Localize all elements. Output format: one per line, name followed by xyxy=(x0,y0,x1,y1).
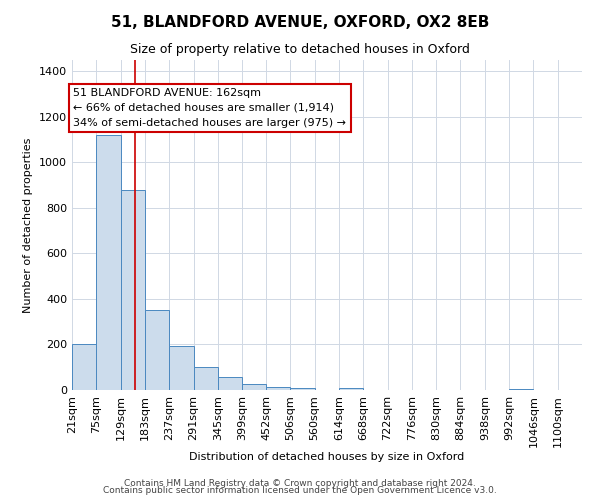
Bar xyxy=(339,388,363,390)
Bar xyxy=(121,190,145,390)
Text: 51 BLANDFORD AVENUE: 162sqm
← 66% of detached houses are smaller (1,914)
34% of : 51 BLANDFORD AVENUE: 162sqm ← 66% of det… xyxy=(73,88,346,128)
Y-axis label: Number of detached properties: Number of detached properties xyxy=(23,138,34,312)
Bar xyxy=(194,367,218,390)
Text: Contains public sector information licensed under the Open Government Licence v3: Contains public sector information licen… xyxy=(103,486,497,495)
Bar xyxy=(290,388,314,390)
Bar xyxy=(169,346,194,390)
Text: 51, BLANDFORD AVENUE, OXFORD, OX2 8EB: 51, BLANDFORD AVENUE, OXFORD, OX2 8EB xyxy=(111,15,489,30)
Bar xyxy=(218,378,242,390)
Bar xyxy=(72,344,97,390)
Text: Contains HM Land Registry data © Crown copyright and database right 2024.: Contains HM Land Registry data © Crown c… xyxy=(124,478,476,488)
Bar xyxy=(97,135,121,390)
Bar xyxy=(509,389,533,390)
Bar xyxy=(145,310,169,390)
X-axis label: Distribution of detached houses by size in Oxford: Distribution of detached houses by size … xyxy=(190,452,464,462)
Bar xyxy=(242,384,266,390)
Bar xyxy=(266,386,290,390)
Text: Size of property relative to detached houses in Oxford: Size of property relative to detached ho… xyxy=(130,42,470,56)
